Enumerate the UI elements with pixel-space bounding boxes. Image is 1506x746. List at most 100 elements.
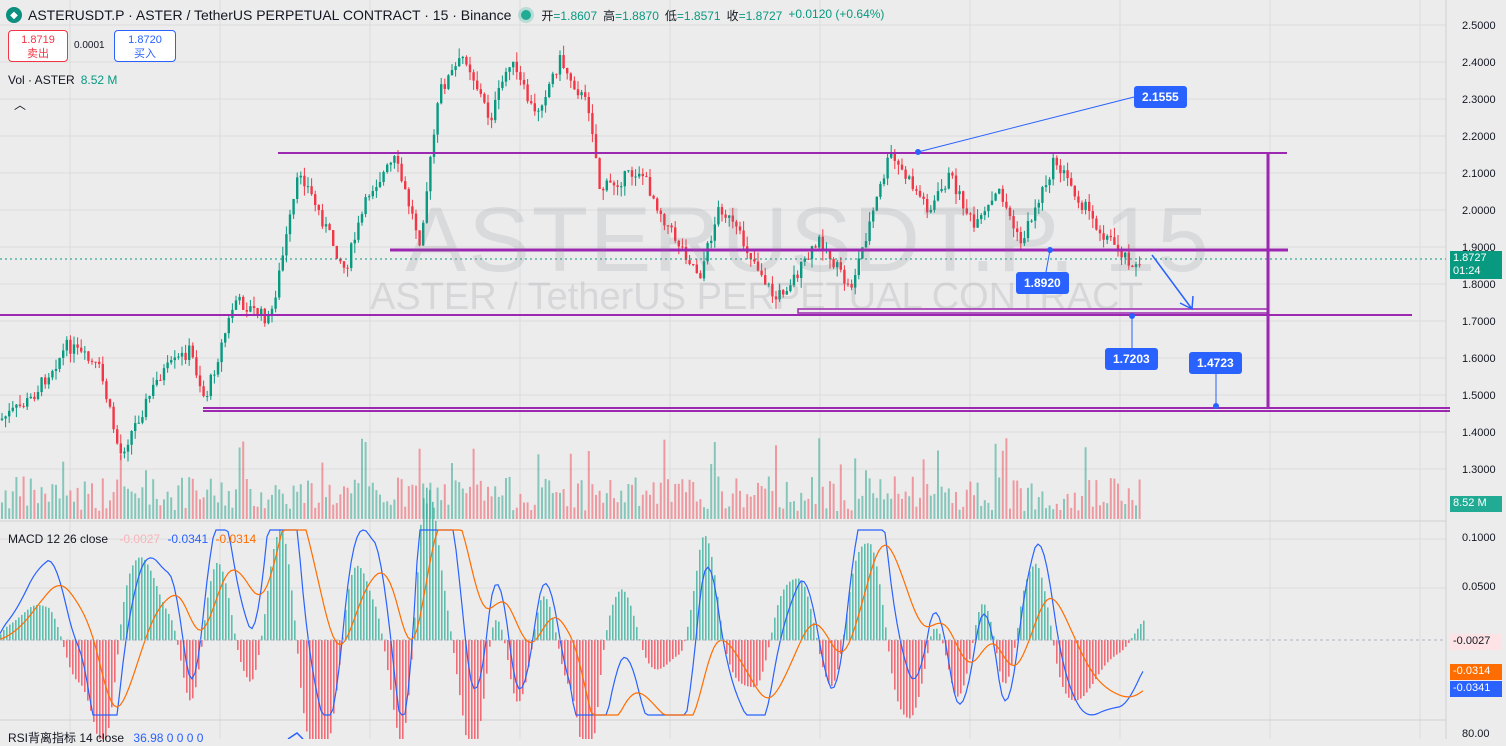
candle-body <box>360 214 364 223</box>
macd-histogram-bar <box>1074 640 1076 701</box>
forecast-arrow[interactable] <box>1151 254 1194 311</box>
volume-bar <box>83 481 86 519</box>
sell-price: 1.8719 <box>21 34 55 46</box>
volume-bar <box>987 502 990 519</box>
volume-bar <box>807 498 810 519</box>
volume-bar <box>515 507 518 519</box>
candle-body <box>328 224 331 231</box>
macd-histogram-bar <box>336 640 338 691</box>
symbol-title[interactable]: ASTERUSDT.P · ASTER / TetherUS PERPETUAL… <box>28 7 512 23</box>
macd-histogram-bar <box>891 640 893 674</box>
candle-body <box>994 193 997 201</box>
volume-bar <box>397 477 399 519</box>
volume-bar <box>479 480 482 519</box>
volume-bar <box>847 508 849 519</box>
volume-bar <box>821 486 824 519</box>
callout-2-1555[interactable]: 2.1555 <box>1134 86 1187 108</box>
macd-histogram-bar <box>561 640 563 665</box>
candle-body <box>990 200 994 205</box>
volume-bar <box>915 506 918 519</box>
close-value: =1.8727 <box>738 8 783 23</box>
macd-histogram-bar <box>735 640 737 678</box>
candle-body <box>296 177 299 199</box>
volume-value: 8.52 M <box>80 73 118 87</box>
macd-histogram-bar <box>1035 563 1037 641</box>
macd-histogram-bar <box>216 562 218 641</box>
volume-bar <box>883 499 885 519</box>
volume-bar <box>983 500 986 519</box>
volume-bar <box>548 480 551 519</box>
macd-histogram-bar <box>402 640 404 739</box>
candle-body <box>620 186 623 188</box>
macd-histogram-bar <box>489 640 491 647</box>
rsi-label: RSI背离指标 14 close <box>8 731 125 745</box>
collapse-chevron-icon[interactable]: ︿ <box>14 98 27 112</box>
macd-histogram-bar <box>591 640 593 739</box>
candle-body <box>1062 170 1066 174</box>
macd-histogram-bar <box>879 584 881 641</box>
volume-bar <box>962 506 965 519</box>
candle-body <box>807 258 810 260</box>
volume-legend[interactable]: Vol · ASTER 8.52 M <box>8 73 117 87</box>
candle-body <box>576 89 580 96</box>
volume-bar <box>26 505 29 519</box>
volume-bar <box>893 476 896 519</box>
price-axis-label: 1.8000 <box>1462 279 1496 291</box>
candle-body <box>458 58 461 67</box>
volume-bar <box>505 477 507 519</box>
macd-histogram-bar <box>1116 640 1118 655</box>
macd-histogram-bar <box>774 617 776 641</box>
macd-legend[interactable]: MACD 12 26 close -0.0027 -0.0341 -0.0314 <box>8 532 256 546</box>
macd-histogram-bar <box>435 520 437 641</box>
sell-button[interactable]: 1.8719 卖出 <box>8 30 68 62</box>
candle-body <box>65 339 68 351</box>
volume-bar <box>497 496 500 519</box>
macd-signal-value: -0.0314 <box>215 532 257 546</box>
volume-bar <box>1127 488 1130 519</box>
candle-body <box>1131 265 1134 268</box>
candle-body <box>393 155 396 163</box>
macd-histogram-bar <box>12 622 14 641</box>
macd-histogram-bar <box>42 605 44 641</box>
callout-1-4723[interactable]: 1.4723 <box>1189 352 1242 374</box>
macd-histogram-bar <box>525 640 527 683</box>
volume-bar <box>980 505 983 519</box>
macd-histogram-bar <box>1026 579 1028 641</box>
candle-body <box>177 356 180 358</box>
macd-histogram-bar <box>765 640 767 661</box>
rsi-legend[interactable]: RSI背离指标 14 close 36.98 0 0 0 0 <box>8 729 203 746</box>
candle-body <box>843 269 846 284</box>
macd-histogram-bar <box>777 605 779 641</box>
volume-bar <box>213 495 216 519</box>
candle-body <box>0 418 4 420</box>
macd-histogram-bar <box>267 590 269 641</box>
candle-body <box>137 422 140 424</box>
candle-body <box>1102 233 1105 240</box>
candle-body <box>382 171 385 183</box>
volume-bar <box>238 447 241 519</box>
volume-bar <box>753 495 756 519</box>
volume-bar <box>717 476 720 519</box>
candle-body <box>195 357 198 376</box>
volume-bar <box>436 487 439 519</box>
macd-histogram-bar <box>558 640 560 649</box>
drawing-levels[interactable] <box>0 152 1450 412</box>
volume-bar <box>991 509 993 519</box>
macd-histogram-bar <box>165 608 167 641</box>
volume-bar <box>573 507 576 519</box>
volume-bar <box>253 505 255 519</box>
callout-1-8920[interactable]: 1.8920 <box>1016 272 1069 294</box>
price-axis-label: 2.3000 <box>1462 94 1496 106</box>
volume-bar <box>33 489 36 519</box>
volume-bar <box>785 481 788 519</box>
buy-button[interactable]: 1.8720 买入 <box>114 30 176 62</box>
volume-bar <box>595 494 597 519</box>
macd-histogram-bar <box>48 607 50 641</box>
callout-1-7203[interactable]: 1.7203 <box>1105 348 1158 370</box>
macd-histogram-bar <box>180 640 182 661</box>
macd-histogram-bar <box>885 627 887 641</box>
macd-histogram-bar <box>894 640 896 690</box>
candle-body <box>418 230 421 246</box>
volume-bar <box>947 488 950 519</box>
